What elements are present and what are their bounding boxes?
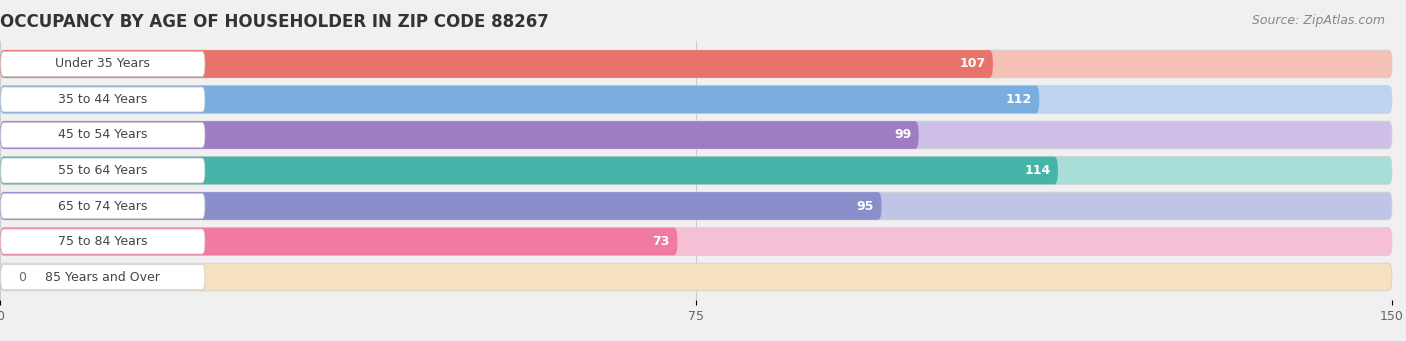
FancyBboxPatch shape <box>1 122 205 147</box>
FancyBboxPatch shape <box>1 194 205 219</box>
FancyBboxPatch shape <box>0 50 993 78</box>
FancyBboxPatch shape <box>0 121 918 149</box>
Text: 45 to 54 Years: 45 to 54 Years <box>58 129 148 142</box>
FancyBboxPatch shape <box>0 86 1039 113</box>
FancyBboxPatch shape <box>0 263 1392 291</box>
Text: OCCUPANCY BY AGE OF HOUSEHOLDER IN ZIP CODE 88267: OCCUPANCY BY AGE OF HOUSEHOLDER IN ZIP C… <box>0 13 548 31</box>
FancyBboxPatch shape <box>0 228 1392 255</box>
FancyBboxPatch shape <box>0 192 882 220</box>
Text: Source: ZipAtlas.com: Source: ZipAtlas.com <box>1251 14 1385 27</box>
FancyBboxPatch shape <box>0 121 1392 149</box>
Text: 99: 99 <box>894 129 911 142</box>
FancyBboxPatch shape <box>0 228 678 255</box>
Text: 75 to 84 Years: 75 to 84 Years <box>58 235 148 248</box>
Text: 65 to 74 Years: 65 to 74 Years <box>58 199 148 212</box>
FancyBboxPatch shape <box>0 50 1392 78</box>
FancyBboxPatch shape <box>0 157 1057 184</box>
Text: 55 to 64 Years: 55 to 64 Years <box>58 164 148 177</box>
Text: 73: 73 <box>652 235 671 248</box>
Text: 0: 0 <box>18 270 27 283</box>
FancyBboxPatch shape <box>1 158 205 183</box>
FancyBboxPatch shape <box>1 51 205 76</box>
FancyBboxPatch shape <box>0 86 1392 113</box>
Text: 112: 112 <box>1005 93 1032 106</box>
FancyBboxPatch shape <box>1 87 205 112</box>
Text: 85 Years and Over: 85 Years and Over <box>45 270 160 283</box>
Text: 35 to 44 Years: 35 to 44 Years <box>58 93 148 106</box>
FancyBboxPatch shape <box>0 157 1392 184</box>
Text: 114: 114 <box>1024 164 1050 177</box>
FancyBboxPatch shape <box>1 229 205 254</box>
Text: 107: 107 <box>959 58 986 71</box>
FancyBboxPatch shape <box>0 192 1392 220</box>
FancyBboxPatch shape <box>1 265 205 290</box>
Text: Under 35 Years: Under 35 Years <box>55 58 150 71</box>
Text: 95: 95 <box>856 199 875 212</box>
